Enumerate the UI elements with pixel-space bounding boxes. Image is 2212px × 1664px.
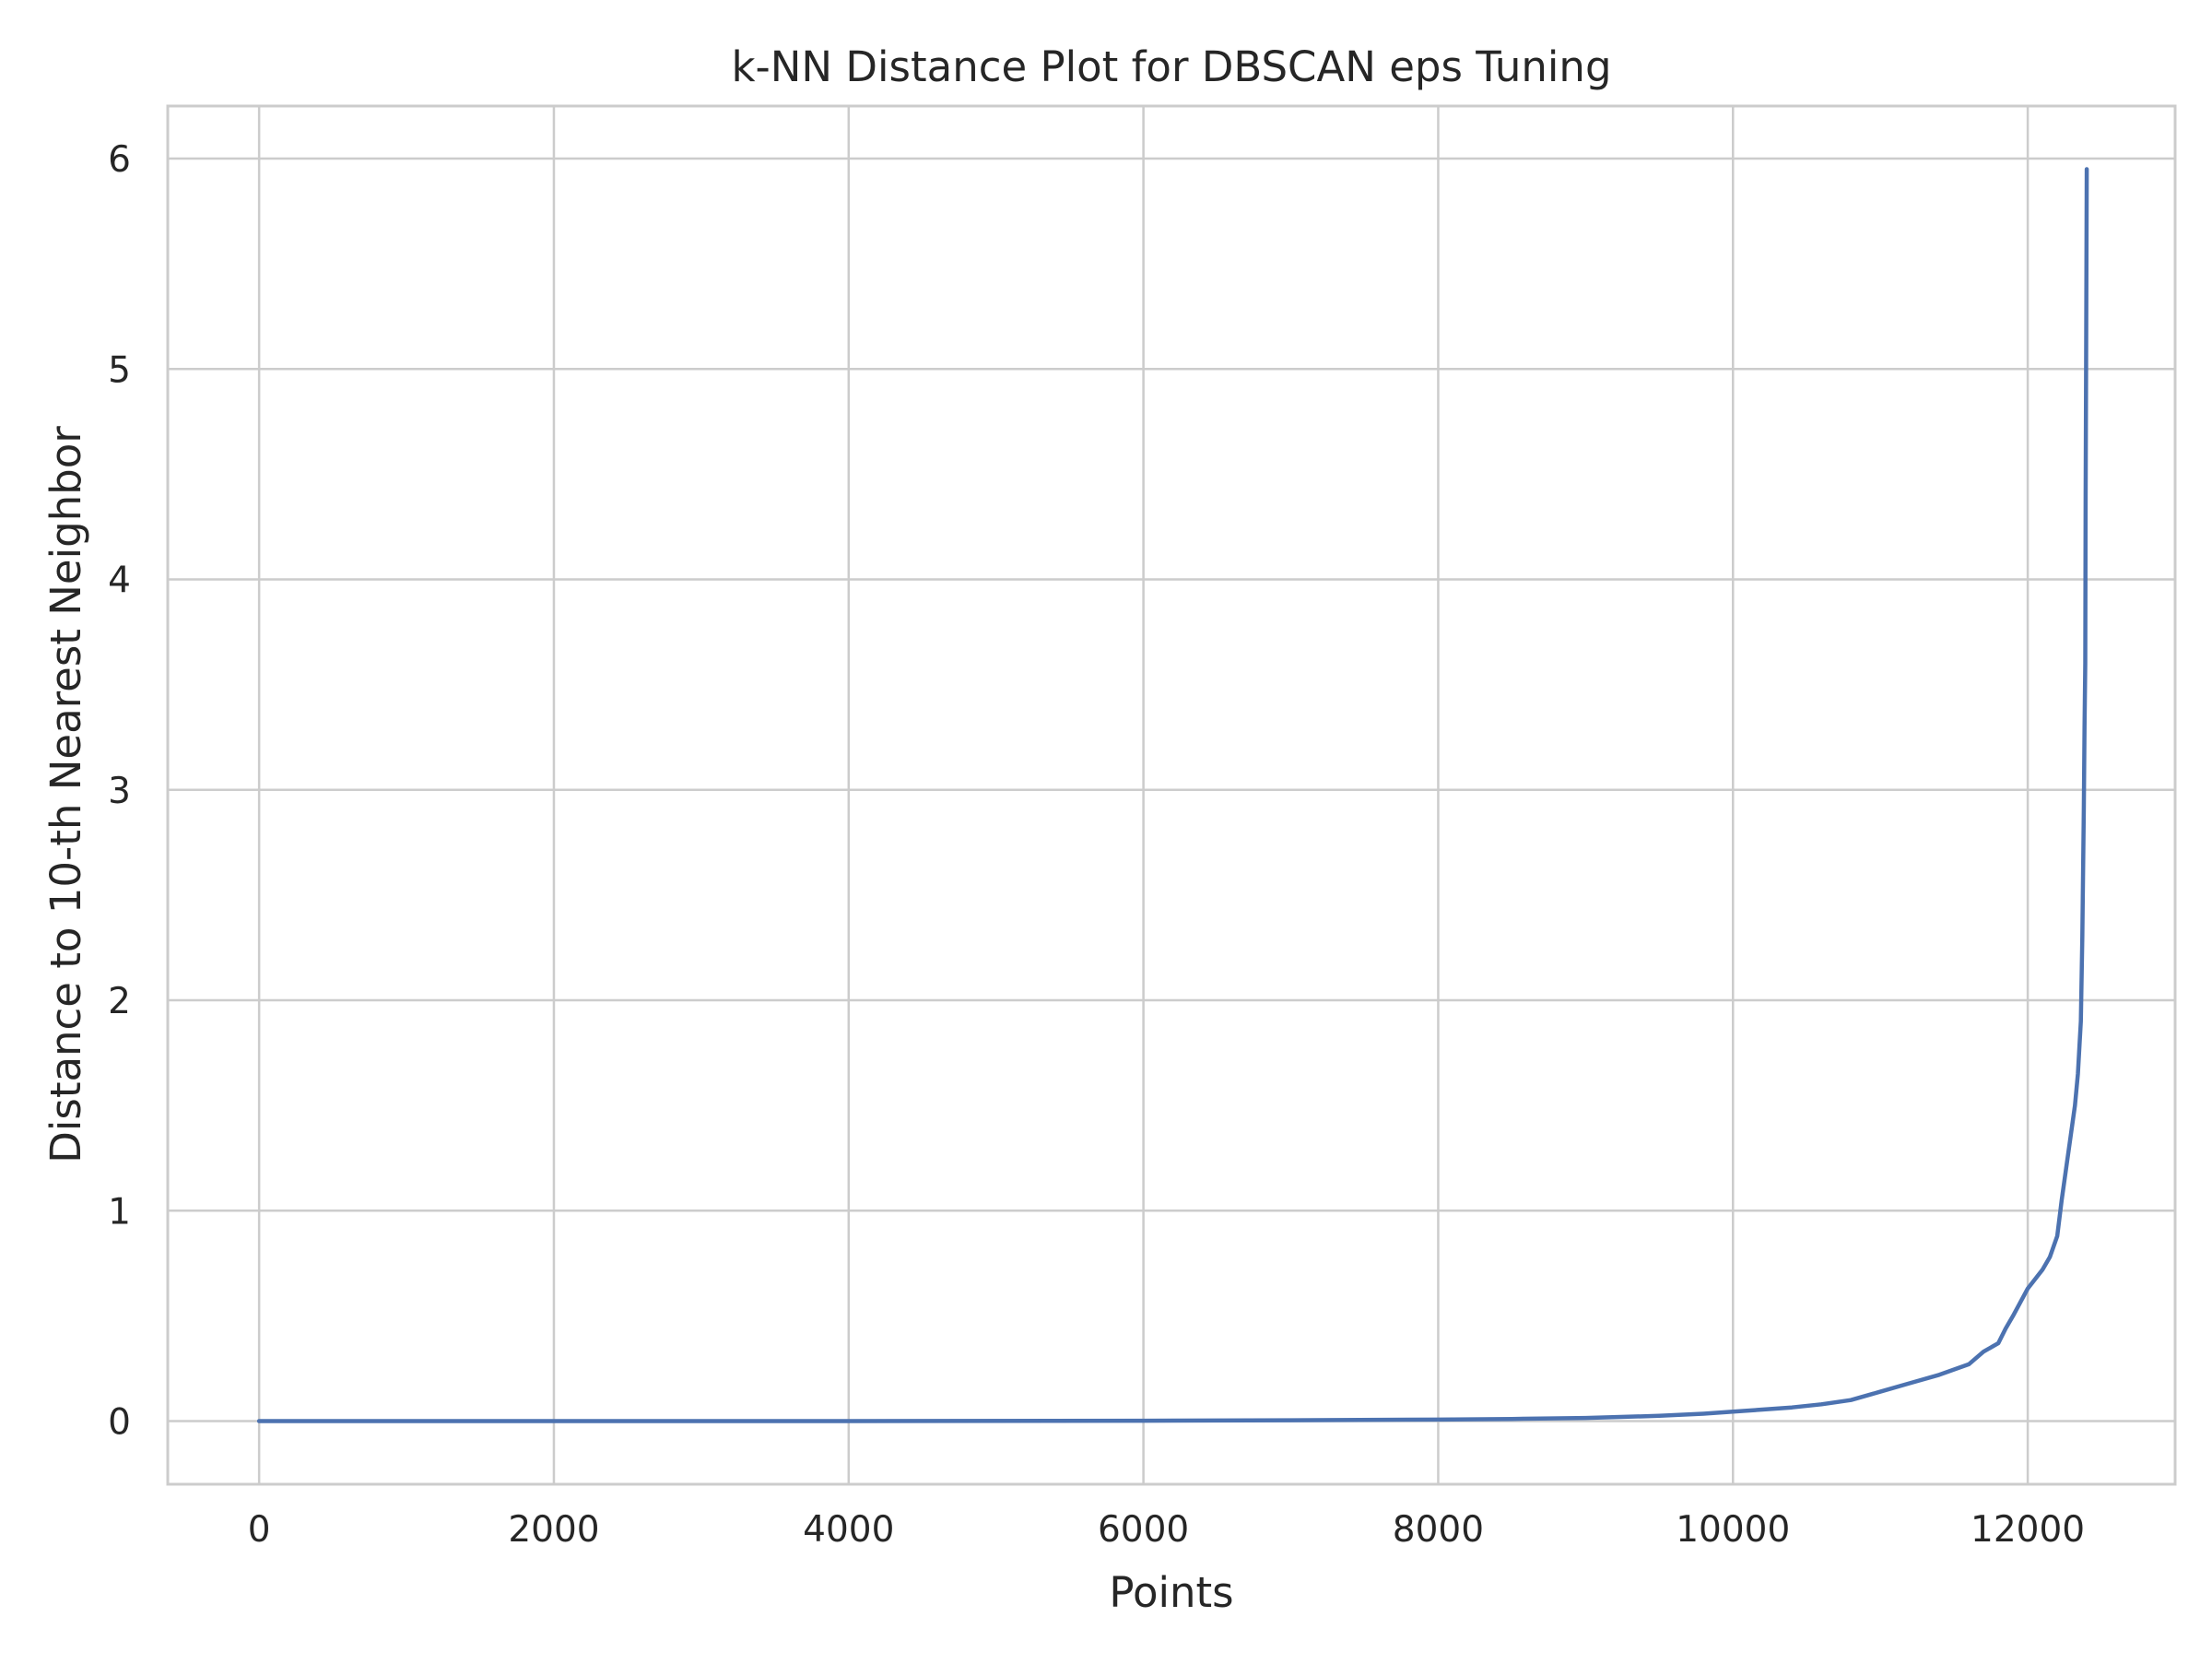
- y-tick-label: 1: [108, 1191, 131, 1233]
- tick-labels: 0 2000 4000 6000 8000 10000 12000 0 1 2 3 4 5 6: [108, 139, 2085, 1551]
- x-tick-label: 4000: [803, 1509, 894, 1551]
- y-tick-label: 3: [108, 771, 131, 812]
- x-tick-label: 12000: [1971, 1509, 2085, 1551]
- x-tick-label: 10000: [1676, 1509, 1790, 1551]
- x-tick-label: 6000: [1098, 1509, 1189, 1551]
- y-tick-label: 4: [108, 561, 131, 602]
- y-tick-label: 5: [108, 349, 131, 391]
- x-tick-label: 2000: [508, 1509, 599, 1551]
- y-tick-label: 0: [108, 1402, 131, 1444]
- y-axis-label: Distance to 10-th Nearest Neighbor: [41, 426, 90, 1163]
- plot-area-frame: [166, 104, 2177, 1486]
- grid-lines: [168, 106, 2175, 1484]
- y-tick-label: 6: [108, 139, 131, 181]
- y-tick-label: 2: [108, 981, 131, 1022]
- x-tick-label: 0: [248, 1509, 271, 1551]
- x-tick-label: 8000: [1393, 1509, 1484, 1551]
- x-axis-label: Points: [1109, 1568, 1233, 1617]
- chart-title: k-NN Distance Plot for DBSCAN eps Tuning: [731, 42, 1611, 91]
- series-layer: [256, 167, 2089, 1423]
- knn-distance-series-line: [256, 167, 2089, 1423]
